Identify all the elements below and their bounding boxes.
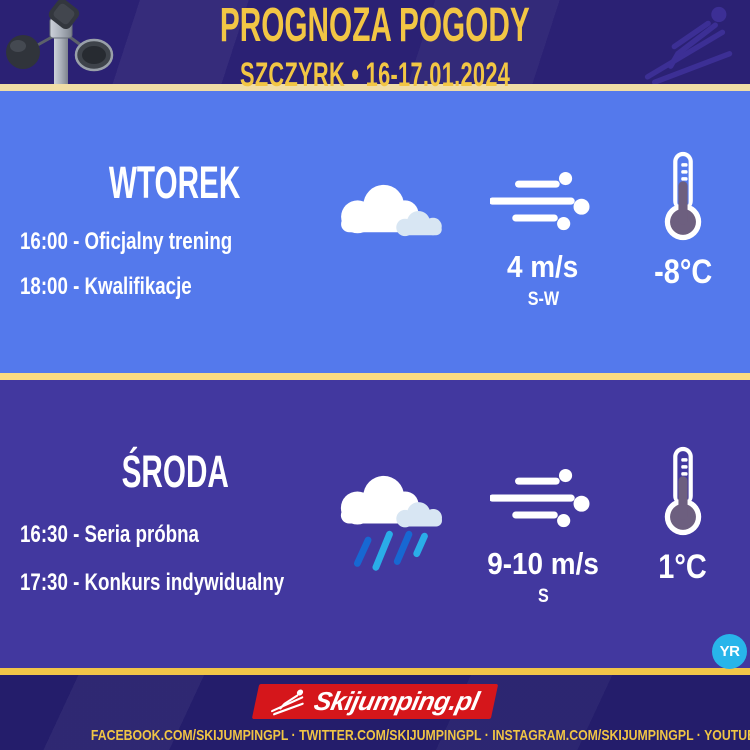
day-title-tuesday: WTOREK (0, 159, 350, 218)
header-right (630, 0, 750, 84)
wind-gust-icon (490, 171, 590, 231)
schedule-item: 17:30 - Konkurs indywidualny (20, 570, 359, 599)
footer: Skijumping.pl FACEBOOK.COM/SKIJUMPINGPL … (0, 675, 750, 750)
header-titles: PROGNOZA POGODY SZCZYRK • 16-17.01.2024 (120, 0, 630, 93)
schedule-text: 16:00 - Oficjalny trening (20, 228, 233, 255)
day-title-wednesday: ŚRODA (0, 448, 350, 507)
panel-wednesday: ŚRODA 16:30 - Seria próbna 17:30 - Konku… (0, 380, 750, 669)
page-subtitle: SZCZYRK • 16-17.01.2024 (239, 56, 511, 94)
yr-logo-badge: YR (712, 634, 747, 669)
schedule-item: 18:00 - Kwalifikacje (20, 274, 240, 303)
ski-jumper-watermark-icon (644, 6, 733, 84)
wind-direction: S (537, 586, 549, 607)
wind-speed: 9-10 m/s (487, 546, 599, 581)
temperature-block: -8°C (633, 149, 733, 296)
skijumping-logo-banner: Skijumping.pl (251, 684, 499, 719)
day-name: ŚRODA (121, 446, 229, 497)
rain-cloud-icon (340, 475, 442, 571)
ski-jumper-icon (271, 688, 304, 715)
yr-logo-text: YR (719, 643, 740, 660)
divider-top (0, 84, 750, 91)
schedule-text: 16:30 - Seria próbna (20, 521, 199, 548)
schedule-text: 17:30 - Konkurs indywidualny (20, 569, 285, 596)
page-title: PROGNOZA POGODY (220, 0, 530, 52)
anemometer-icon (6, 0, 114, 84)
temperature-value: 1°C (658, 548, 708, 586)
wind-block: 9-10 m/s S (481, 468, 605, 609)
wind-gust-icon (490, 468, 590, 528)
thermometer-icon (664, 151, 702, 241)
header-left (0, 0, 120, 84)
thermometer-icon (664, 446, 702, 536)
wind-speed: 4 m/s (507, 249, 579, 284)
header: PROGNOZA POGODY SZCZYRK • 16-17.01.2024 (0, 0, 750, 93)
cloudy-icon (341, 184, 442, 237)
day-name: WTOREK (109, 157, 241, 208)
schedule-text: 18:00 - Kwalifikacje (20, 273, 192, 300)
divider-middle (0, 373, 750, 380)
temperature-value: -8°C (653, 253, 713, 291)
schedule-item: 16:00 - Oficjalny trening (20, 229, 292, 258)
divider-bottom (0, 668, 750, 675)
temperature-block: 1°C (633, 444, 733, 591)
wind-direction: S-W (527, 289, 559, 310)
social-links-line: FACEBOOK.COM/SKIJUMPINGPL · TWITTER.COM/… (0, 726, 750, 745)
social-links-text: FACEBOOK.COM/SKIJUMPINGPL · TWITTER.COM/… (90, 727, 750, 744)
panel-tuesday: WTOREK 16:00 - Oficjalny trening 18:00 -… (0, 91, 750, 373)
skijumping-logo-text: Skijumping.pl (311, 686, 482, 716)
schedule-item: 16:30 - Seria próbna (20, 522, 249, 551)
wind-block: 4 m/s S-W (481, 171, 605, 312)
